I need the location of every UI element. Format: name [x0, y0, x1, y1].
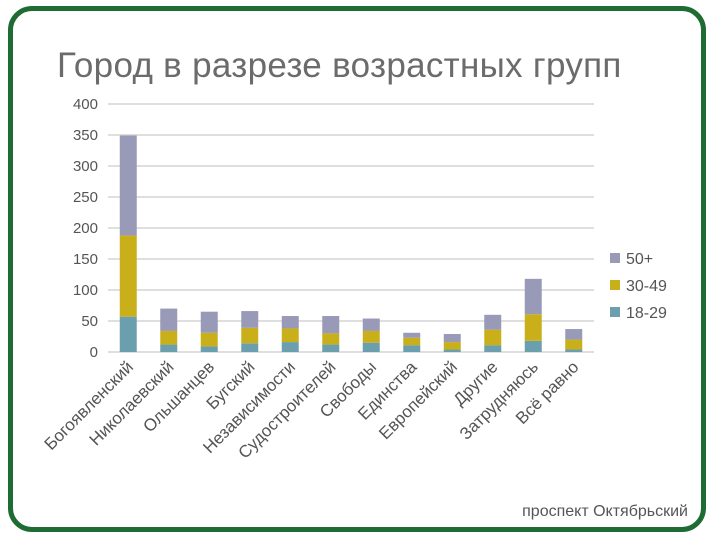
- bar-segment: [322, 344, 340, 352]
- bar-segment: [160, 344, 178, 352]
- bar-segment: [524, 340, 542, 352]
- y-tick-label: 400: [73, 96, 98, 113]
- chart-title: Город в разрезе возрастных групп: [57, 46, 622, 85]
- bar-segment: [403, 337, 421, 346]
- bar-segment: [119, 235, 137, 317]
- bar-segment: [160, 308, 178, 331]
- y-tick-label: 50: [81, 313, 98, 330]
- y-tick-label: 200: [73, 220, 98, 237]
- y-tick-label: 150: [73, 251, 98, 268]
- y-tick-label: 350: [73, 127, 98, 144]
- bar-segment: [160, 330, 178, 345]
- legend-label: 30-49: [626, 278, 667, 295]
- bar-segment: [565, 329, 583, 340]
- bar-segment: [362, 318, 380, 331]
- bar-segment: [322, 316, 340, 334]
- bar-segment: [565, 349, 583, 352]
- bar-segment: [241, 327, 259, 344]
- legend-swatch: [610, 280, 620, 290]
- y-tick-label: 250: [73, 189, 98, 206]
- bar-segment: [241, 343, 259, 352]
- bar-segment: [200, 346, 218, 352]
- bar-segment: [484, 329, 502, 346]
- bar-segment: [403, 345, 421, 352]
- bar-segment: [200, 332, 218, 347]
- bar-segment: [443, 342, 461, 350]
- bar-segment: [119, 135, 137, 236]
- bar-segment: [443, 334, 461, 343]
- bar-segment: [524, 314, 542, 341]
- bar-segment: [281, 342, 299, 352]
- bar-segment: [484, 345, 502, 352]
- bar-segment: [281, 328, 299, 343]
- bar-segment: [200, 311, 218, 333]
- bar-segment: [484, 314, 502, 330]
- bar-segment: [362, 342, 380, 352]
- bar-segment: [322, 333, 340, 345]
- bar-segment: [565, 339, 583, 350]
- bar-segment: [119, 316, 137, 352]
- footer-caption: проспект Октябрьский: [522, 503, 688, 520]
- bar-segment: [362, 330, 380, 343]
- legend-label: 50+: [626, 251, 653, 268]
- legend-swatch: [610, 307, 620, 317]
- bar-segment: [524, 278, 542, 315]
- y-tick-label: 0: [90, 344, 98, 361]
- y-tick-label: 100: [73, 282, 98, 299]
- bar-segment: [403, 332, 421, 338]
- legend-swatch: [610, 253, 620, 263]
- bar-segment: [443, 349, 461, 352]
- y-tick-label: 300: [73, 158, 98, 175]
- legend-label: 18-29: [626, 305, 667, 322]
- bar-segment: [281, 316, 299, 329]
- bar-segment: [241, 311, 259, 328]
